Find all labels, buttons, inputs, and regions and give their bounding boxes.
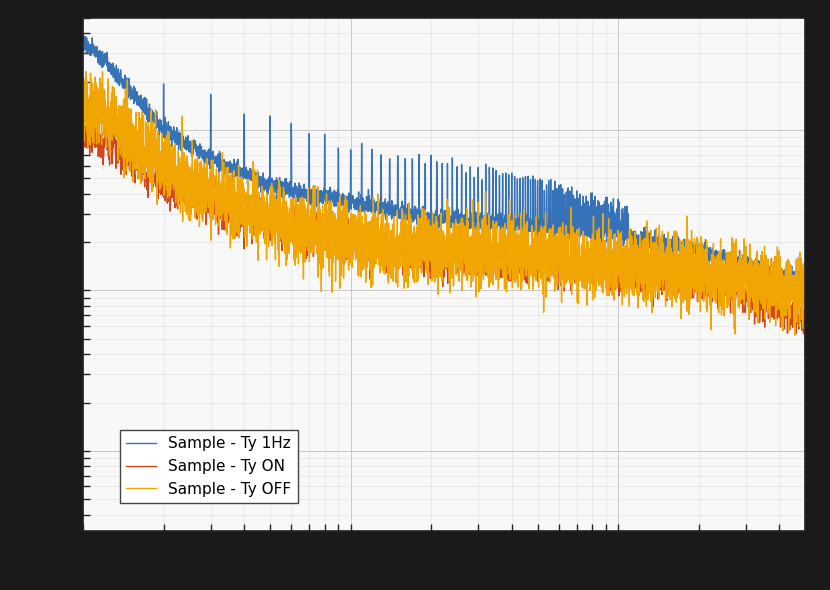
Sample - Ty OFF (671, 230, 681, 237)
Legend: Sample - Ty 1Hz, Sample - Ty ON, Sample - Ty OFF: Sample - Ty 1Hz, Sample - Ty ON, Sample … (120, 430, 298, 503)
Sample - Ty OFF (548, 248, 558, 255)
Sample - Ty OFF (78, 152, 88, 159)
Sample - Ty 1Hz (671, 242, 681, 249)
Sample - Ty ON (548, 266, 558, 273)
Sample - Ty 1Hz (354, 199, 364, 206)
Sample - Ty 1Hz (548, 226, 558, 233)
Sample - Ty ON (90, 113, 100, 120)
Line: Sample - Ty 1Hz: Sample - Ty 1Hz (83, 33, 805, 289)
Sample - Ty ON (209, 211, 219, 218)
Sample - Ty ON (78, 149, 88, 156)
Sample - Ty 1Hz (797, 286, 807, 293)
Sample - Ty OFF (790, 332, 800, 339)
Line: Sample - Ty ON: Sample - Ty ON (83, 117, 805, 356)
Sample - Ty 1Hz (511, 221, 521, 228)
Sample - Ty OFF (209, 176, 219, 183)
Sample - Ty OFF (354, 253, 364, 260)
Sample - Ty OFF (511, 244, 521, 251)
Sample - Ty OFF (800, 280, 810, 287)
Sample - Ty ON (617, 261, 627, 268)
Sample - Ty OFF (81, 68, 91, 75)
Line: Sample - Ty OFF: Sample - Ty OFF (83, 71, 805, 335)
Sample - Ty ON (800, 353, 810, 360)
Sample - Ty ON (671, 282, 681, 289)
Sample - Ty ON (511, 254, 521, 261)
Sample - Ty 1Hz (78, 30, 88, 37)
Sample - Ty 1Hz (209, 156, 219, 163)
Sample - Ty ON (354, 255, 364, 263)
Sample - Ty 1Hz (617, 221, 627, 228)
Sample - Ty OFF (617, 275, 627, 282)
Sample - Ty 1Hz (800, 277, 810, 284)
